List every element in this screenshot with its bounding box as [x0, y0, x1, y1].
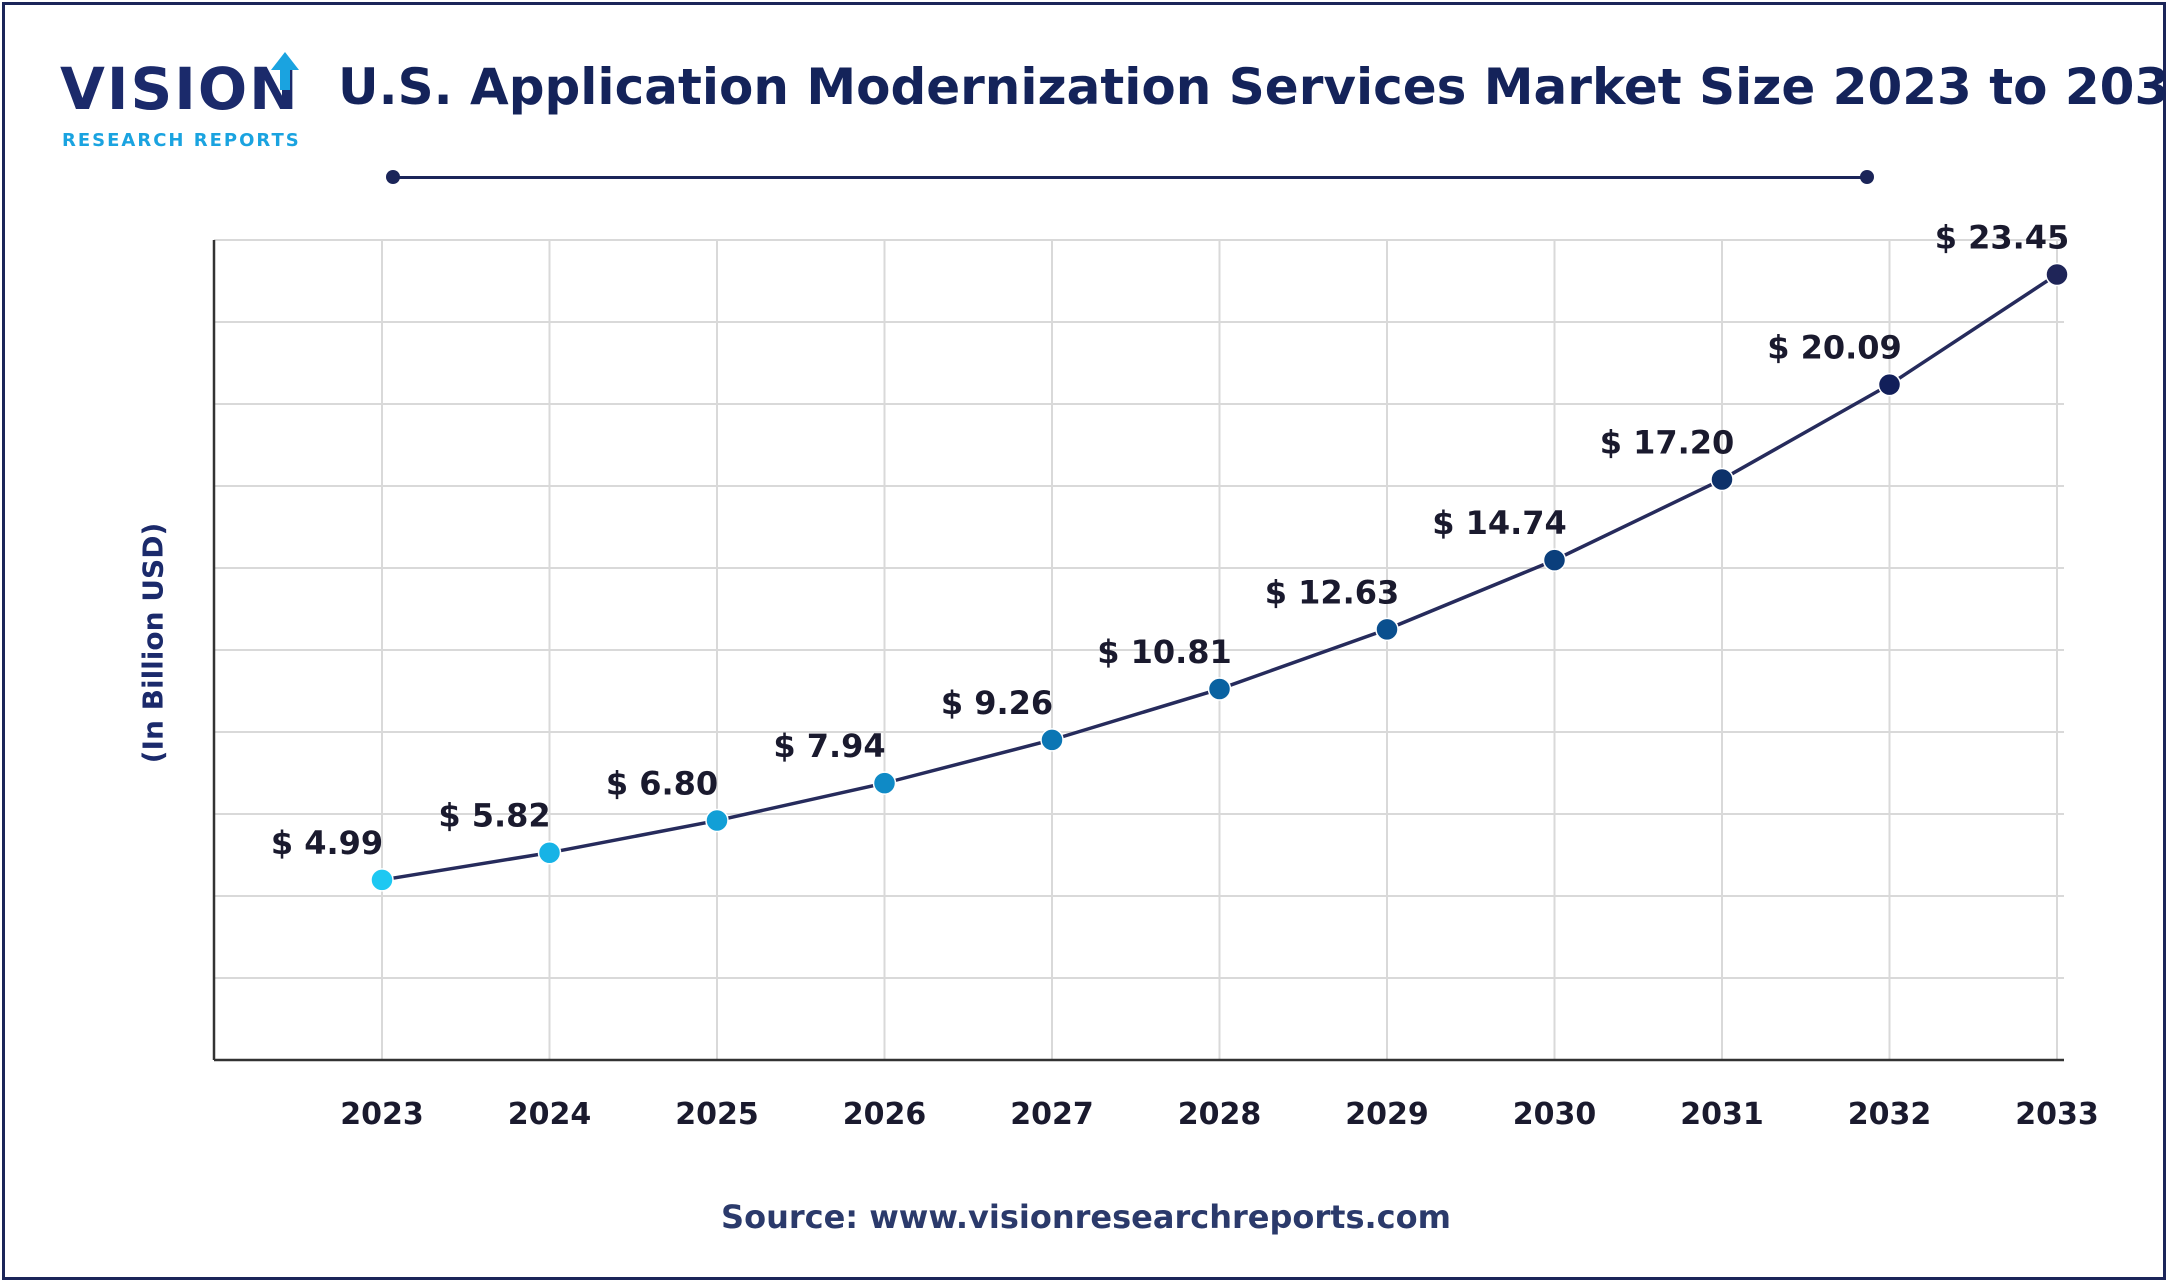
data-label: $ 17.20 [1600, 423, 1735, 461]
data-label: $ 12.63 [1265, 573, 1400, 611]
divider-right-dot [1860, 170, 1874, 184]
data-label: $ 5.82 [438, 797, 550, 835]
x-tick-label: 2024 [508, 1097, 592, 1132]
divider-left-dot [386, 170, 400, 184]
data-point [1710, 467, 1734, 492]
data-point [1542, 548, 1567, 572]
x-tick-label: 2031 [1680, 1097, 1764, 1132]
x-tick-label: 2027 [1010, 1097, 1094, 1132]
data-point [370, 868, 394, 892]
x-tick-label: 2033 [2015, 1097, 2099, 1132]
data-label: $ 14.74 [1432, 504, 1567, 542]
data-label: $ 9.26 [941, 684, 1053, 722]
data-point [1877, 372, 1902, 397]
source-note: Source: www.visionresearchreports.com [721, 1198, 1451, 1236]
data-point [1040, 728, 1064, 752]
data-point [872, 771, 897, 795]
x-tick-label: 2026 [843, 1097, 927, 1132]
x-tick-label: 2028 [1178, 1097, 1262, 1132]
x-tick-label: 2030 [1513, 1097, 1597, 1132]
data-label: $ 4.99 [271, 824, 383, 862]
chart-title: U.S. Application Modernization Services … [338, 58, 2172, 116]
data-label: $ 7.94 [773, 727, 885, 765]
data-point [1375, 617, 1399, 642]
x-tick-label: 2025 [675, 1097, 759, 1132]
arrow-up-icon [271, 52, 299, 90]
x-tick-label: 2032 [1848, 1097, 1932, 1132]
data-point [537, 840, 562, 865]
title-divider [392, 176, 1868, 179]
data-label: $ 10.81 [1097, 633, 1232, 671]
x-tick-label: 2029 [1345, 1097, 1429, 1132]
data-point [705, 808, 729, 833]
data-label: $ 6.80 [606, 765, 718, 803]
data-point [2045, 262, 2069, 287]
brand-name: VISION [60, 55, 300, 123]
brand-logo: VISION RESEARCH REPORTS [60, 52, 310, 160]
data-point [1207, 677, 1232, 701]
x-tick-label: 2023 [340, 1097, 424, 1132]
data-label: $ 20.09 [1767, 329, 1902, 367]
data-label: $ 23.45 [1935, 218, 2070, 256]
brand-tagline: RESEARCH REPORTS [62, 130, 301, 151]
